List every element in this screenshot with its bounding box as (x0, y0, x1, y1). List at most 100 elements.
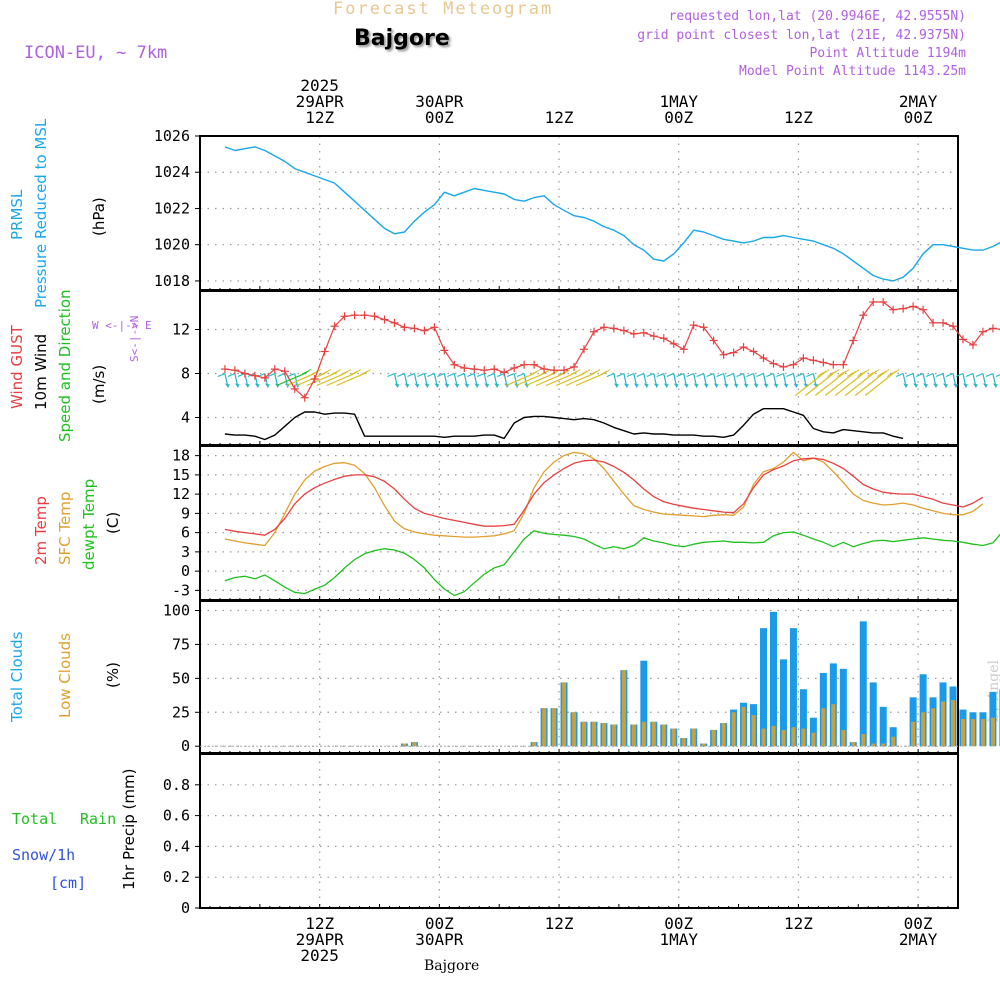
bar-low-clouds (911, 721, 916, 747)
wind-barb-flag (457, 372, 465, 378)
label-total: Total (12, 810, 58, 828)
bar-low-clouds (562, 682, 567, 747)
gust-marker (520, 360, 529, 369)
wind-barb-flag (886, 372, 894, 377)
wind-barb (616, 372, 629, 388)
wind-barb-flag (537, 372, 545, 377)
wind-barb-head (643, 383, 649, 388)
wind-barb-head (783, 383, 789, 388)
wind-barb-head (444, 383, 450, 388)
label-snow: Snow/1h (12, 846, 76, 864)
wind-barb (227, 372, 240, 388)
app-title: Forecast Meteogram (333, 0, 554, 19)
wind-barb-flag (616, 372, 625, 378)
gust-marker (500, 368, 509, 377)
wind-barb-head (653, 383, 659, 388)
ytick-label: 50 (172, 669, 190, 687)
label-snow-unit: [cm] (50, 874, 87, 892)
gust-marker (270, 365, 279, 374)
wind-barb-flag (806, 372, 814, 378)
ytick-label: 1024 (154, 163, 190, 181)
wind-barb-flag (527, 372, 535, 377)
gust-marker (639, 328, 648, 337)
panel-frame-pressure (199, 135, 959, 291)
wind-barb-flag (557, 372, 565, 377)
wind-barb (316, 369, 351, 387)
bar-low-clouds (841, 729, 846, 747)
gust-marker (280, 367, 289, 376)
bar-low-clouds (681, 738, 686, 747)
wind-barb-flag (496, 372, 505, 378)
wind-barb-flag (397, 372, 405, 378)
wind-barb-head (813, 383, 819, 388)
wind-barb-flag (407, 372, 415, 378)
wind-barb (736, 372, 749, 388)
wind-barb (646, 372, 659, 388)
wind-barb (467, 372, 480, 388)
panel-precip: 0 0.2 0.4 0.6 0.8 (163, 753, 959, 917)
bar-low-clouds (601, 723, 606, 747)
top-time-label: 30APR 00Z (415, 92, 464, 127)
wind-barb (814, 369, 850, 396)
bar-total-clouds (809, 717, 817, 747)
bar-low-clouds (951, 700, 956, 747)
wind-barb (786, 372, 799, 388)
wind-barb (706, 372, 719, 388)
bar-total-clouds (919, 674, 927, 747)
bar-total-clouds (839, 668, 847, 747)
gust-marker (779, 362, 788, 371)
ytick-label: 8 (181, 365, 190, 383)
gust-marker (510, 364, 519, 372)
wind-barb (915, 372, 929, 388)
wind-barb (505, 369, 541, 387)
wind-barb-flag (348, 372, 355, 377)
wind-barb (945, 372, 959, 388)
bar-low-clouds (921, 712, 926, 747)
bar-low-clouds (751, 715, 756, 747)
wind-barb-flag (895, 372, 904, 378)
wind-barb (427, 372, 440, 388)
wind-barb-flag (866, 372, 874, 377)
bar-low-clouds (771, 725, 776, 747)
wind-barb-head (982, 383, 988, 388)
bar-low-clouds (572, 712, 577, 747)
wind-barb-flag (547, 372, 555, 377)
gust-marker (599, 323, 608, 332)
bar-low-clouds (791, 727, 796, 747)
gust-marker (709, 336, 718, 345)
bar-low-clouds (591, 721, 596, 747)
wind-barb-flag (686, 372, 694, 378)
bar-total-clouds (799, 689, 807, 747)
gust-marker (988, 324, 997, 333)
bar-low-clouds (721, 723, 726, 747)
gust-marker (250, 371, 259, 380)
bottom-time-label: 12Z (544, 914, 574, 933)
ytick-label: 25 (172, 703, 190, 721)
wind-barb-flag (796, 372, 804, 378)
wind-barb (895, 372, 909, 388)
wind-barb (515, 369, 551, 387)
panel-frame-precip (199, 753, 959, 909)
wind-barb (796, 372, 809, 388)
wind-barb-shaft (794, 373, 824, 396)
wind-barb-flag (985, 372, 994, 378)
bar-low-clouds (402, 743, 407, 747)
wind-barb-flag (277, 372, 286, 378)
series-10m-wind (224, 408, 904, 441)
wind-barb-flag (935, 372, 944, 378)
gust-marker (550, 366, 559, 375)
gust-marker (609, 324, 618, 333)
wind-barb-flag (298, 372, 306, 377)
bar-low-clouds (611, 724, 616, 747)
wind-barb-head (763, 383, 769, 388)
gust-marker (899, 304, 908, 313)
wind-barb (326, 369, 361, 387)
wind-barb-flag (666, 372, 674, 378)
wind-barb-shaft (844, 373, 874, 396)
wind-barb (626, 372, 639, 388)
gust-marker (440, 346, 449, 355)
wind-barb (555, 369, 591, 387)
wind-barb-flag (417, 372, 425, 378)
requested-coords: requested lon,lat (20.9946E, 42.9555N) (668, 9, 966, 24)
